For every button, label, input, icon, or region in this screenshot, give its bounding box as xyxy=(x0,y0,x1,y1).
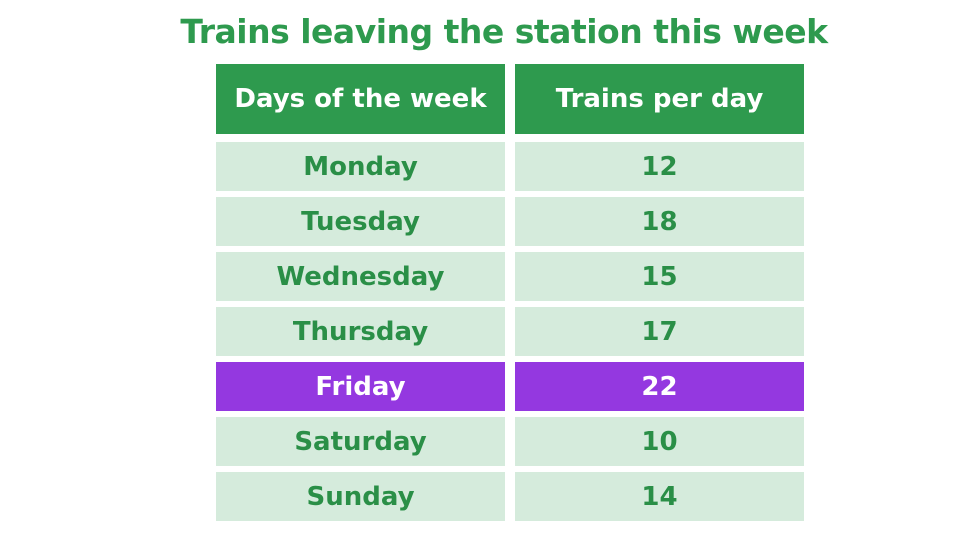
day-cell: Friday xyxy=(216,362,505,411)
header-cell: Days of the week xyxy=(216,64,505,134)
day-cell: Saturday xyxy=(216,417,505,466)
count-cell: 17 xyxy=(515,307,804,356)
day-cell: Sunday xyxy=(216,472,505,521)
title: Trains leaving the station this week xyxy=(180,12,828,51)
day-cell: Thursday xyxy=(216,307,505,356)
header-cell: Trains per day xyxy=(515,64,804,134)
count-cell: 22 xyxy=(515,362,804,411)
count-cell: 14 xyxy=(515,472,804,521)
count-cell: 12 xyxy=(515,142,804,191)
day-cell: Monday xyxy=(216,142,505,191)
day-cell: Tuesday xyxy=(216,197,505,246)
count-cell: 15 xyxy=(515,252,804,301)
day-cell: Wednesday xyxy=(216,252,505,301)
count-cell: 10 xyxy=(515,417,804,466)
count-cell: 18 xyxy=(515,197,804,246)
